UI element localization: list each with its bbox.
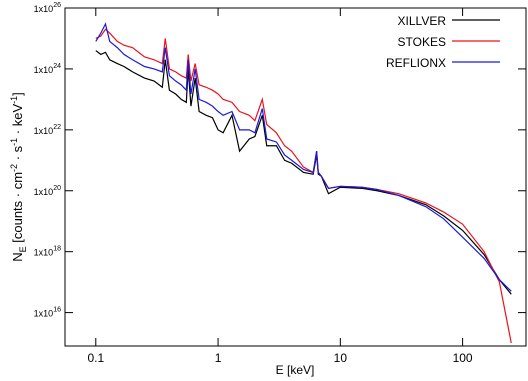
y-tick-label: 1x1018	[34, 246, 61, 258]
x-tick-label: 0.1	[87, 351, 104, 365]
y-axis-label: NE [counts · cm-2 · s-1 · keV-1]	[9, 92, 28, 262]
y-tick-base: 1x10	[34, 65, 54, 75]
x-tick-label: 10	[334, 351, 348, 365]
legend-label: XILLVER	[398, 14, 447, 28]
y-tick-base: 1x10	[34, 309, 54, 319]
y-tick-label: 1x1020	[34, 185, 61, 197]
y-label-part: · keV	[10, 104, 25, 138]
y-tick-label: 1x1024	[34, 63, 61, 75]
legend-label: STOKES	[398, 35, 446, 49]
legend-label: REFLIONX	[386, 56, 446, 70]
y-tick-exponent: 20	[53, 185, 61, 192]
y-tick-base: 1x10	[34, 248, 54, 258]
x-axis-label: E [keV]	[276, 363, 315, 377]
x-tick-label: 100	[453, 351, 473, 365]
y-label-part: E	[18, 246, 28, 252]
y-tick-base: 1x10	[34, 187, 54, 197]
plot-frame	[64, 7, 527, 347]
y-tick-base: 1x10	[34, 4, 54, 14]
y-tick-exponent: 24	[53, 63, 61, 70]
y-tick-base: 1x10	[34, 126, 54, 136]
y-tick-exponent: 26	[53, 2, 61, 9]
y-tick-exponent: 18	[53, 246, 61, 253]
series-line	[95, 22, 512, 292]
y-label-part: -1	[9, 96, 19, 104]
y-label-part: ]	[10, 92, 25, 96]
y-tick-label: 1x1016	[34, 307, 61, 319]
y-label-part: [counts · cm	[10, 172, 25, 246]
y-label-part: · s	[10, 145, 25, 164]
series-line	[95, 28, 512, 344]
y-label-part: N	[10, 252, 25, 261]
y-tick-label: 1x1026	[34, 2, 61, 14]
y-tick-exponent: 16	[53, 307, 61, 314]
y-tick-label: 1x1022	[34, 124, 61, 136]
y-tick-exponent: 22	[53, 124, 61, 131]
y-label-part: -2	[9, 164, 19, 172]
series-line	[95, 50, 512, 295]
y-label-part: -1	[9, 138, 19, 146]
x-tick-label: 1	[215, 351, 222, 365]
series-lines	[95, 22, 512, 344]
